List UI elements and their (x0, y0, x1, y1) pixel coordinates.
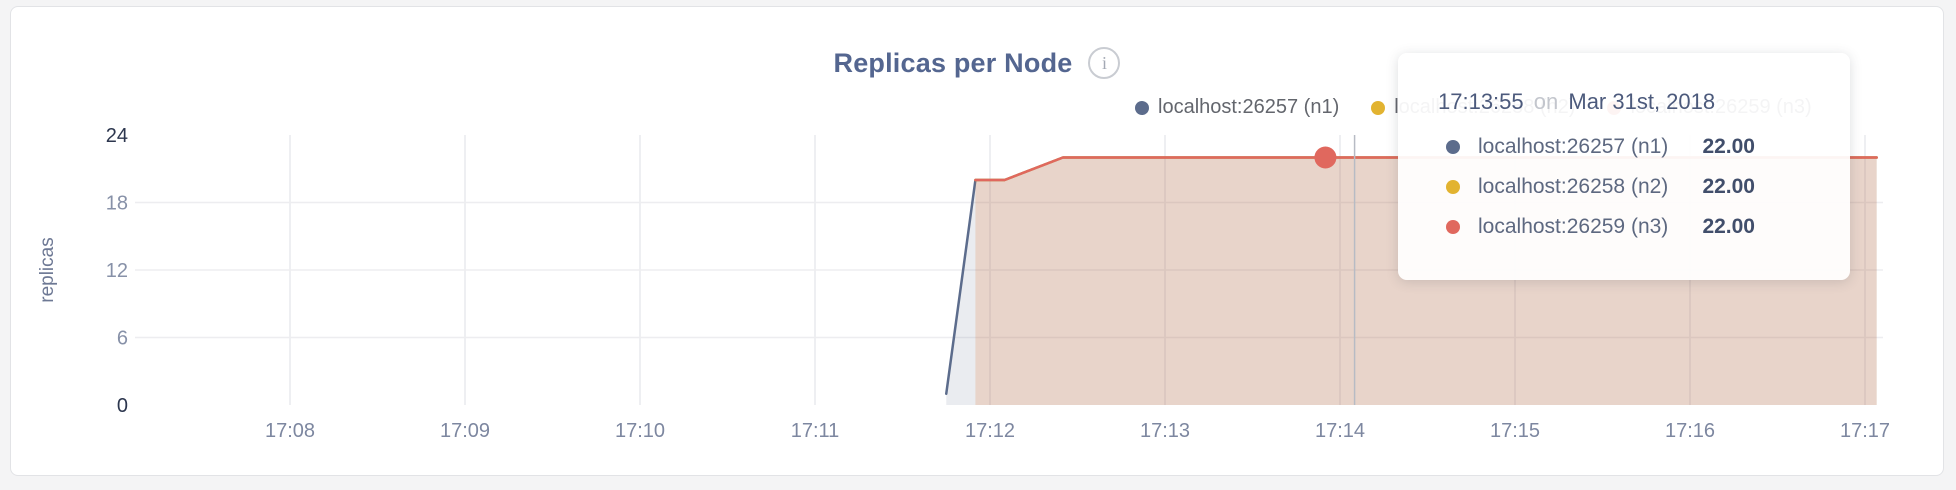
y-tick-label: 24 (106, 125, 128, 147)
tooltip-series-name: localhost:26258 (n2) (1478, 175, 1669, 198)
x-tick-label: 17:12 (965, 420, 1015, 442)
legend-label: localhost:26257 (n1) (1158, 96, 1340, 118)
y-tick-label: 18 (106, 193, 128, 215)
y-tick-label: 0 (117, 395, 128, 417)
x-tick-label: 17:15 (1490, 420, 1540, 442)
tooltip-time: 17:13:55 (1438, 89, 1524, 114)
tooltip-series-value: 22.00 (1702, 215, 1755, 238)
tooltip-row-1: localhost:26257 (n1) 22.00 (1438, 127, 1850, 167)
tooltip-series-value: 22.00 (1702, 135, 1755, 158)
x-tick-label: 17:16 (1665, 420, 1715, 442)
hover-tooltip: 17:13:55 on Mar 31st, 2018 localhost:262… (1398, 53, 1850, 280)
y-tick-label: 12 (106, 260, 128, 282)
info-icon[interactable]: i (1088, 47, 1121, 79)
tooltip-series-dot-icon (1446, 180, 1460, 194)
tooltip-conjunction: on (1533, 89, 1559, 114)
tooltip-timestamp: 17:13:55 on Mar 31st, 2018 (1438, 89, 1850, 115)
tooltip-series-dot-icon (1446, 220, 1460, 234)
x-tick-label: 17:11 (791, 420, 840, 442)
legend-swatch-icon (1371, 100, 1386, 115)
tooltip-rows: localhost:26257 (n1) 22.00 localhost:26258… (1438, 127, 1850, 247)
x-tick-label: 17:17 (1840, 420, 1890, 442)
legend-swatch-icon (1135, 100, 1149, 115)
chart-header: Replicas per Node i (11, 47, 1943, 79)
tooltip-series-name: localhost:26259 (n3) (1478, 215, 1669, 238)
legend-item-1[interactable]: localhost:26257 (n1) (1135, 96, 1339, 119)
x-tick-label: 17:08 (265, 420, 315, 442)
x-tick-label: 17:10 (615, 420, 665, 442)
tooltip-series-dot-icon (1446, 140, 1460, 154)
tooltip-series-value: 22.00 (1702, 175, 1755, 198)
tooltip-row-2: localhost:26258 (n2) 22.00 (1438, 167, 1850, 207)
x-tick-label: 17:14 (1315, 420, 1365, 442)
y-tick-label: 6 (117, 328, 128, 350)
x-tick-label: 17:09 (440, 420, 490, 442)
hover-point (1314, 146, 1337, 169)
tooltip-series-name: localhost:26257 (n1) (1478, 135, 1669, 158)
tooltip-row-3: localhost:26259 (n3) 22.00 (1438, 207, 1850, 247)
chart-title: Replicas per Node (833, 47, 1073, 78)
x-tick-label: 17:13 (1140, 420, 1190, 442)
y-axis-title: replicas (37, 237, 58, 302)
tooltip-date: Mar 31st, 2018 (1568, 89, 1716, 114)
